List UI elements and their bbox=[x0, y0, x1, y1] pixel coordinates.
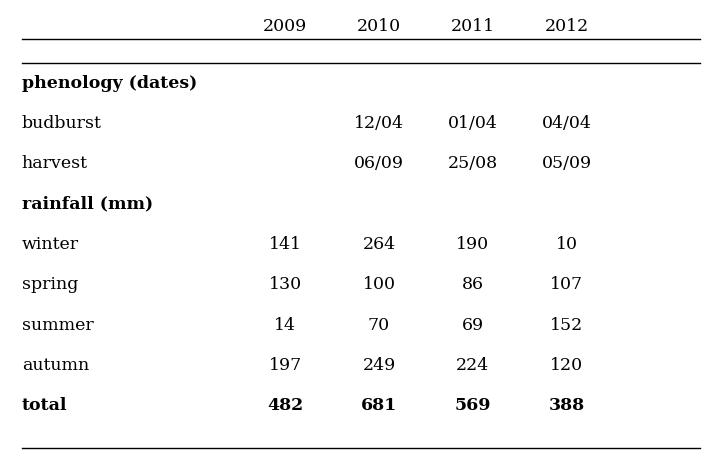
Text: 01/04: 01/04 bbox=[448, 115, 498, 132]
Text: spring: spring bbox=[22, 276, 78, 293]
Text: summer: summer bbox=[22, 317, 93, 333]
Text: 12/04: 12/04 bbox=[354, 115, 404, 132]
Text: 120: 120 bbox=[550, 357, 583, 374]
Text: 388: 388 bbox=[549, 397, 585, 414]
Text: 190: 190 bbox=[456, 236, 490, 253]
Text: autumn: autumn bbox=[22, 357, 89, 374]
Text: 04/04: 04/04 bbox=[542, 115, 592, 132]
Text: 2012: 2012 bbox=[544, 19, 589, 35]
Text: 100: 100 bbox=[362, 276, 396, 293]
Text: 86: 86 bbox=[462, 276, 484, 293]
Text: 14: 14 bbox=[274, 317, 296, 333]
Text: 141: 141 bbox=[269, 236, 302, 253]
Text: 25/08: 25/08 bbox=[448, 156, 498, 172]
Text: 681: 681 bbox=[361, 397, 397, 414]
Text: 05/09: 05/09 bbox=[542, 156, 592, 172]
Text: phenology (dates): phenology (dates) bbox=[22, 75, 197, 92]
Text: 249: 249 bbox=[362, 357, 396, 374]
Text: total: total bbox=[22, 397, 67, 414]
Text: harvest: harvest bbox=[22, 156, 87, 172]
Text: 152: 152 bbox=[550, 317, 583, 333]
Text: rainfall (mm): rainfall (mm) bbox=[22, 196, 153, 213]
Text: 107: 107 bbox=[550, 276, 583, 293]
Text: 06/09: 06/09 bbox=[354, 156, 404, 172]
Text: 2009: 2009 bbox=[263, 19, 308, 35]
Text: 224: 224 bbox=[456, 357, 490, 374]
Text: 197: 197 bbox=[269, 357, 302, 374]
Text: budburst: budburst bbox=[22, 115, 102, 132]
Text: 70: 70 bbox=[368, 317, 390, 333]
Text: 69: 69 bbox=[462, 317, 484, 333]
Text: 130: 130 bbox=[269, 276, 302, 293]
Text: 2010: 2010 bbox=[357, 19, 401, 35]
Text: 10: 10 bbox=[556, 236, 578, 253]
Text: 264: 264 bbox=[362, 236, 396, 253]
Text: 2011: 2011 bbox=[451, 19, 495, 35]
Text: 569: 569 bbox=[455, 397, 491, 414]
Text: winter: winter bbox=[22, 236, 79, 253]
Text: 482: 482 bbox=[267, 397, 303, 414]
